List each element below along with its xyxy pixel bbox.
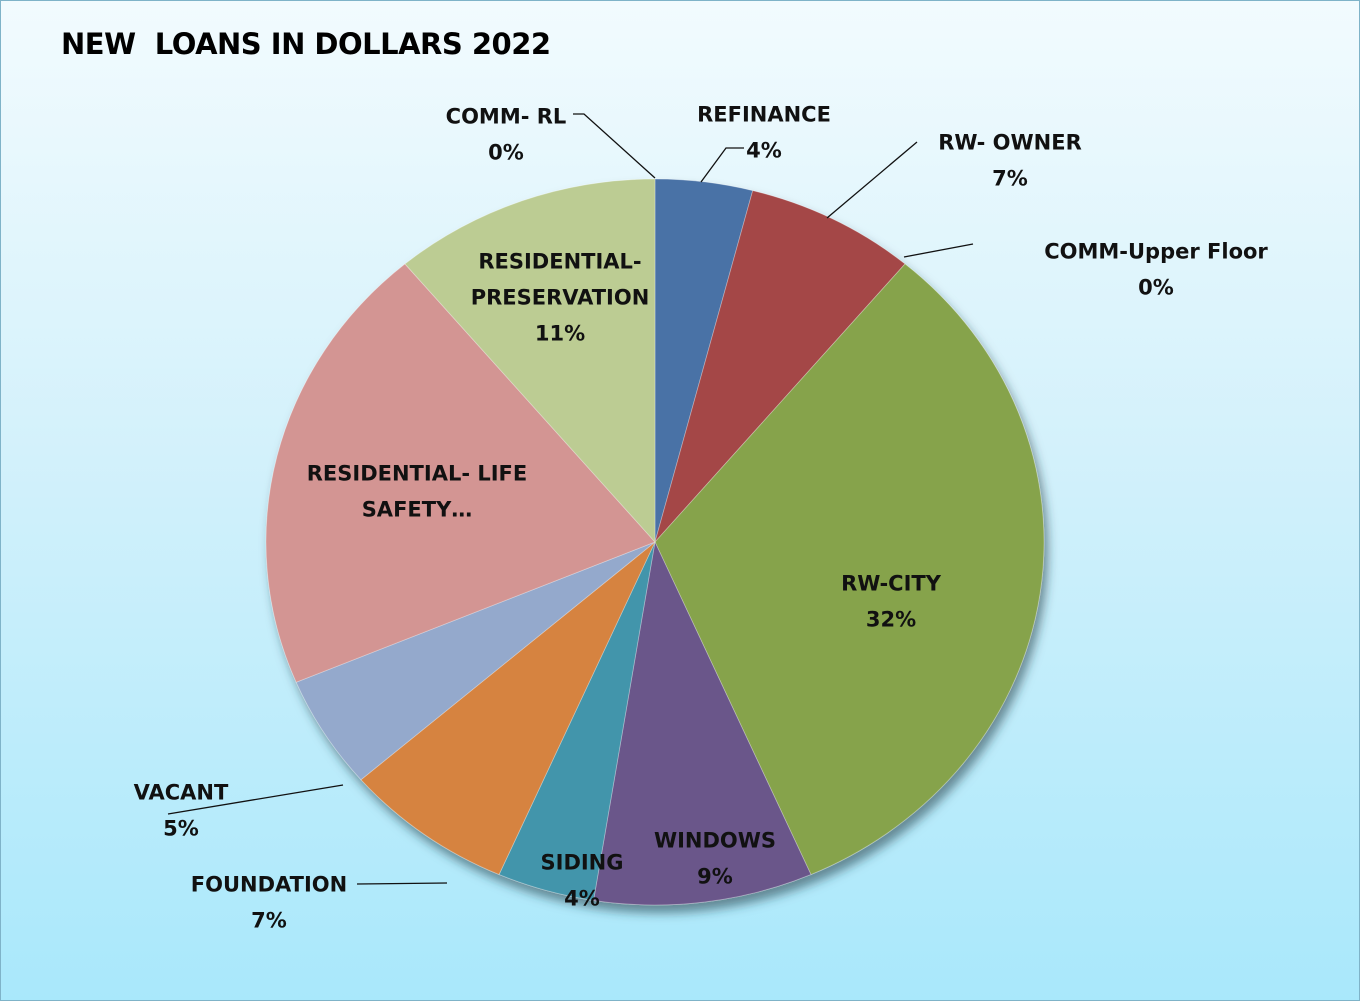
data-label-residential-life-safety: RESIDENTIAL- LIFE SAFETY…	[307, 461, 528, 521]
data-label-windows: WINDOWS 9%	[654, 828, 776, 888]
data-label-rw-owner: RW- OWNER 7%	[938, 130, 1082, 190]
leader-line-comm-rl	[573, 113, 656, 179]
pie-slice-residential-preservation	[404, 178, 656, 544]
leader-line-foundation	[356, 882, 448, 885]
pie-slice-rw-owner	[654, 190, 906, 543]
data-label-rw-city: RW-CITY 32%	[841, 571, 942, 631]
data-label-vacant: VACANT 5%	[134, 780, 229, 840]
chart-title: NEW LOANS IN DOLLARS 2022	[61, 27, 551, 61]
pie-slice-rw-city	[654, 263, 1045, 876]
leader-line-rw-owner	[826, 141, 918, 219]
leader-line-vacant	[167, 784, 344, 815]
pie-slice-windows	[593, 540, 812, 906]
data-label-siding: SIDING 4%	[541, 850, 624, 910]
pie-slice-foundation	[360, 541, 656, 876]
data-label-foundation: FOUNDATION 7%	[191, 872, 347, 932]
data-label-comm-upper-floor: COMM-Upper Floor 0%	[1044, 239, 1268, 299]
leader-line-comm-upper-floor	[903, 243, 974, 258]
leader-line-refinance	[700, 147, 744, 183]
pie-slice-residential-life-safety	[265, 263, 656, 683]
data-label-comm-rl: COMM- RL 0%	[446, 104, 567, 164]
data-label-refinance: REFINANCE 4%	[697, 102, 831, 162]
data-label-residential-preservation: RESIDENTIAL-PRESERVATION 11%	[471, 249, 650, 345]
